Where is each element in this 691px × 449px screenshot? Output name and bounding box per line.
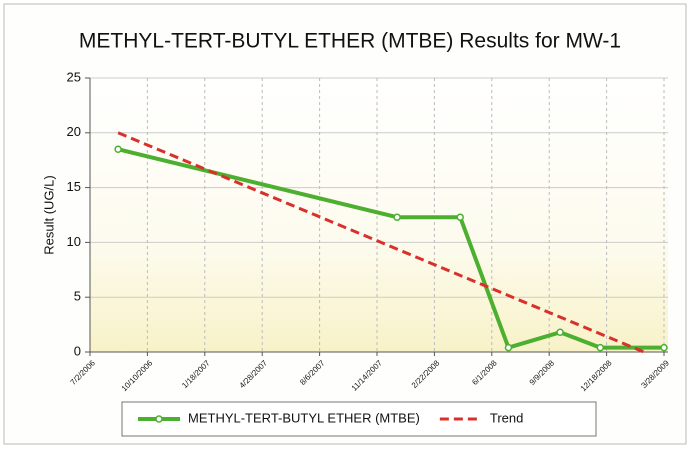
data-point bbox=[114, 145, 122, 153]
data-point bbox=[596, 343, 605, 352]
data-point bbox=[504, 343, 513, 352]
y-tick-label: 5 bbox=[74, 289, 81, 304]
y-tick-label: 20 bbox=[67, 124, 81, 139]
data-point bbox=[556, 328, 564, 337]
legend-marker bbox=[155, 415, 163, 423]
data-point bbox=[393, 213, 401, 221]
y-tick-label: 15 bbox=[67, 179, 81, 194]
legend bbox=[121, 401, 597, 437]
plot-area bbox=[90, 78, 668, 352]
y-tick-label: 25 bbox=[67, 69, 81, 84]
data-point bbox=[660, 343, 668, 352]
y-tick-label: 10 bbox=[67, 234, 81, 249]
legend-label: METHYL-TERT-BUTYL ETHER (MTBE) bbox=[188, 410, 420, 425]
y-axis-label: Result (UG/L) bbox=[41, 175, 56, 254]
data-point bbox=[456, 213, 464, 221]
y-tick-label: 0 bbox=[74, 343, 81, 358]
series-line bbox=[117, 131, 645, 354]
legend-label: Trend bbox=[490, 410, 523, 425]
chart-title: METHYL-TERT-BUTYL ETHER (MTBE) Results f… bbox=[79, 30, 621, 53]
